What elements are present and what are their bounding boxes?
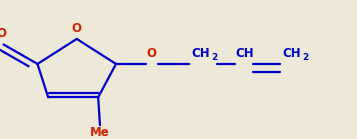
Text: 2: 2 [303, 53, 309, 62]
Text: 2: 2 [212, 53, 218, 62]
Text: CH: CH [236, 47, 254, 60]
Text: CH: CH [191, 47, 210, 60]
Text: Me: Me [90, 126, 110, 139]
Text: O: O [147, 47, 157, 60]
Text: O: O [72, 22, 82, 35]
Text: O: O [0, 27, 7, 40]
Text: CH: CH [282, 47, 301, 60]
